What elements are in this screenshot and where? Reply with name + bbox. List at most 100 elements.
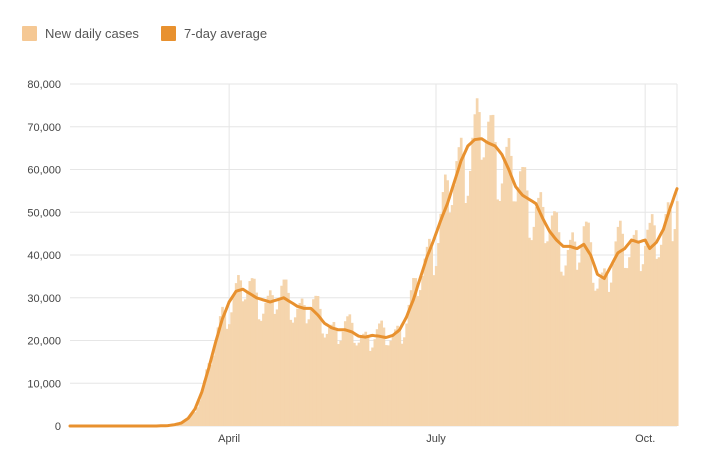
daily-cases-bar [303,305,306,426]
daily-cases-bar [469,171,472,426]
daily-cases-bar [230,312,233,426]
daily-cases-bar [414,278,417,426]
daily-cases-bar [533,227,536,426]
daily-cases-bar [235,283,238,426]
daily-cases-bar [551,215,554,426]
daily-cases-bar [417,296,420,426]
daily-cases-bar [335,328,338,426]
daily-cases-bar [408,305,411,426]
daily-cases-bar [594,291,597,426]
daily-cases-bar [496,199,499,426]
daily-cases-bar [233,296,236,426]
daily-cases-bar [301,299,304,426]
daily-cases-bar [267,296,270,426]
daily-cases-bar [430,247,433,426]
daily-cases-bar [223,311,226,426]
daily-cases-bar [392,334,395,426]
daily-cases-bar [558,232,561,426]
daily-cases-bar [287,293,290,426]
daily-cases-bar [328,328,331,426]
y-tick-label: 60,000 [27,165,61,177]
daily-cases-bar [517,187,520,426]
daily-cases-bar [649,223,652,426]
y-tick-label: 0 [55,421,61,433]
daily-cases-bar [358,343,361,426]
daily-cases-bar [635,230,638,426]
daily-cases-bar [323,338,326,426]
daily-cases-bar [271,295,274,426]
daily-cases-bar [671,241,674,426]
daily-cases-bar [646,230,649,426]
daily-cases-bar [633,235,636,426]
daily-cases-bar [644,246,647,426]
daily-cases-bar [624,268,627,426]
bar-layer [158,98,679,426]
daily-cases-bar [578,263,581,426]
daily-cases-bar [226,329,229,426]
daily-cases-bar [621,234,624,426]
daily-cases-bar [589,242,592,426]
daily-cases-bar [446,180,449,426]
daily-cases-bar [519,171,522,426]
y-tick-label: 50,000 [27,207,61,219]
daily-cases-bar [394,329,397,426]
daily-cases-bar [458,147,461,426]
daily-cases-bar [639,271,642,426]
daily-cases-bar [403,337,406,426]
daily-cases-bar [583,226,586,426]
daily-cases-bar [248,281,251,426]
daily-cases-bar [296,309,299,426]
daily-cases-bar [421,276,424,426]
daily-cases-bar [383,328,386,426]
y-tick-label: 70,000 [27,122,61,134]
daily-cases-bar [378,324,381,426]
x-tick-label: July [426,433,446,445]
daily-cases-bar [669,210,672,426]
daily-cases-bar [426,247,429,426]
daily-cases-bar [337,344,340,426]
daily-cases-bar [574,242,577,426]
daily-cases-bar [553,211,556,426]
y-tick-label: 20,000 [27,336,61,348]
daily-cases-bar [521,167,524,426]
daily-cases-bar [451,205,454,426]
daily-cases-bar [492,115,495,426]
daily-cases-bar [310,309,313,426]
daily-cases-bar [344,321,347,426]
daily-cases-bar [298,303,301,426]
daily-cases-bar [253,279,256,426]
daily-cases-bar [462,156,465,426]
daily-cases-bar [608,292,611,426]
daily-cases-bar [464,203,467,426]
daily-cases-bar [601,273,604,426]
daily-cases-bar [246,291,249,426]
daily-cases-bar [549,230,552,426]
daily-cases-bar [339,341,342,426]
daily-cases-bar [242,301,245,426]
daily-cases-bar [471,138,474,426]
daily-cases-bar [571,232,574,426]
daily-cases-bar [351,323,354,426]
daily-cases-bar [676,201,679,426]
daily-cases-bar [614,241,617,426]
daily-cases-bar [674,229,677,426]
daily-cases-bar [628,257,631,426]
daily-cases-bar [435,266,438,426]
daily-cases-bar [292,323,295,426]
daily-cases-bar [258,319,261,426]
daily-cases-bar [210,365,213,426]
x-tick-label: April [218,433,240,445]
daily-cases-bar [478,112,481,426]
daily-cases-bar [319,309,322,426]
daily-cases-bar [512,201,515,426]
daily-cases-bar [269,290,272,426]
daily-cases-bar [535,207,538,426]
daily-cases-bar [212,356,215,426]
daily-cases-bar [424,259,427,426]
daily-cases-bar [664,214,667,426]
daily-cases-bar [449,213,452,426]
daily-cases-bar [489,115,492,426]
daily-cases-bar [262,314,265,426]
daily-cases-bar [433,275,436,426]
daily-cases-bar [387,345,390,426]
